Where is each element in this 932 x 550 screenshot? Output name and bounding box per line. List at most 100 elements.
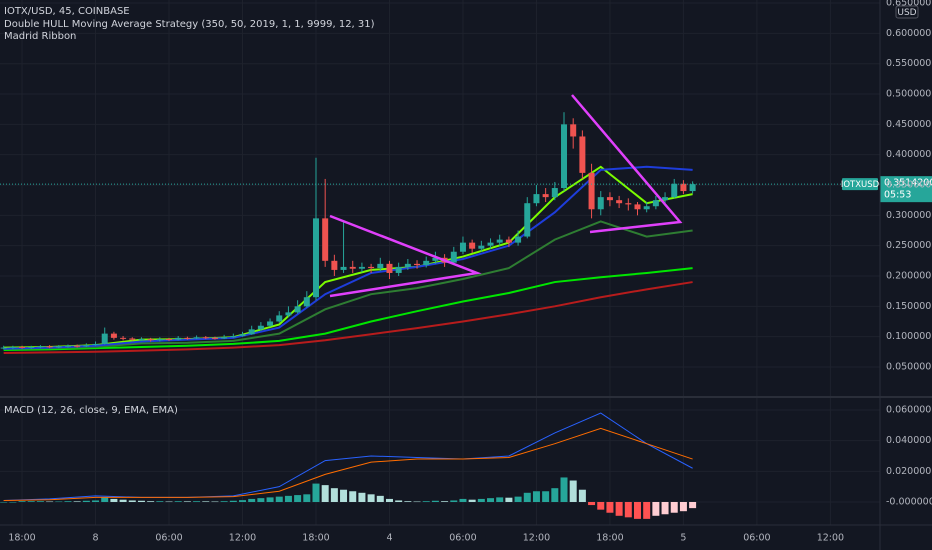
candle-body: [450, 251, 457, 263]
macd-line: [3, 427, 693, 501]
y-tick-label: 0.05000000: [886, 361, 932, 372]
candle-body: [239, 334, 246, 337]
chart-title: IOTX/USD, 45, COINBASE: [4, 6, 130, 17]
candle-body: [331, 260, 338, 270]
symbol-label: IOTXUSD: [841, 180, 880, 190]
candle-body: [202, 337, 209, 339]
moving-average-line: [3, 165, 693, 349]
x-tick-label: 12:00: [817, 533, 844, 544]
histogram-bar: [193, 501, 201, 502]
candle-body: [19, 346, 26, 348]
candle-body: [294, 306, 301, 313]
candle-body: [606, 197, 613, 201]
histogram-bar: [183, 501, 191, 502]
histogram-bar: [92, 500, 100, 502]
histogram-bar: [312, 483, 320, 502]
price-pane: IOTXUSD 0.3514200005:53: [0, 112, 932, 355]
histogram-bar: [18, 501, 26, 502]
candle-body: [386, 263, 393, 273]
candle-body: [28, 346, 35, 348]
currency-label: USD: [897, 8, 916, 18]
candle-body: [368, 266, 375, 269]
candle-body: [478, 245, 485, 249]
histogram-bar: [9, 501, 17, 503]
histogram-bar: [101, 497, 109, 502]
indicator-label: Madrid Ribbon: [4, 31, 76, 42]
histogram-bar: [569, 480, 577, 502]
histogram-bar: [679, 501, 687, 512]
candle-body: [257, 325, 264, 330]
candle-body: [689, 184, 696, 192]
histogram-bar: [220, 501, 228, 502]
candle-body: [597, 197, 604, 210]
macd-title: MACD (12, 26, close, 9, EMA, EMA): [4, 405, 178, 416]
candle-body: [303, 297, 310, 307]
histogram-bar: [0, 501, 8, 503]
x-tick-label: 06:00: [449, 533, 476, 544]
histogram-bar: [431, 500, 439, 502]
candle-body: [74, 345, 81, 347]
candle-body: [175, 337, 182, 340]
histogram-bar: [239, 500, 247, 502]
candle-body: [55, 346, 62, 348]
candle-body: [487, 242, 494, 246]
candle-body: [221, 337, 228, 339]
y-tick-label: -0.00000000: [886, 496, 932, 507]
histogram-bar: [670, 501, 678, 513]
candle-body: [184, 337, 191, 339]
histogram-bar: [404, 501, 412, 502]
candle-body: [515, 236, 522, 243]
candle-body: [570, 124, 577, 137]
moving-average-line: [3, 267, 693, 351]
histogram-bar: [385, 498, 393, 502]
x-tick-label: 4: [386, 533, 392, 544]
histogram-bar: [652, 501, 660, 516]
candle-body: [469, 242, 476, 249]
candle-body: [588, 172, 595, 210]
x-tick-label: 12:00: [229, 533, 256, 544]
histogram-bar: [110, 498, 118, 502]
histogram-bar: [578, 489, 586, 502]
candle-body: [579, 136, 586, 173]
candle-body: [340, 266, 347, 270]
symbol-badge: [842, 178, 878, 191]
y-tick-label: 0.35000000: [886, 180, 932, 191]
histogram-bar: [551, 488, 559, 502]
y-tick-label: 0.15000000: [886, 301, 932, 312]
y-tick-label: 0.50000000: [886, 89, 932, 100]
histogram-bar: [615, 501, 623, 516]
histogram-bar: [376, 495, 384, 502]
histogram-bar: [229, 500, 237, 502]
histogram-bar: [487, 498, 495, 502]
histogram-bar: [459, 498, 467, 502]
histogram-bar: [156, 501, 164, 502]
histogram-bar: [358, 492, 366, 502]
candle-body: [138, 339, 145, 341]
histogram-bar: [367, 494, 375, 502]
histogram-bar: [294, 495, 302, 502]
histogram-bar: [441, 501, 449, 502]
candle-body: [285, 312, 292, 316]
histogram-bar: [147, 501, 155, 502]
candle-body: [211, 337, 218, 339]
y-tick-label: 0.30000000: [886, 210, 932, 221]
y-tick-label: 0.25000000: [886, 240, 932, 251]
indicator-label: Double HULL Moving Average Strategy (350…: [4, 19, 375, 30]
histogram-bar: [606, 501, 614, 513]
histogram-bar: [165, 501, 173, 503]
candle-body: [423, 260, 430, 266]
triangle-drawing: [571, 94, 683, 234]
candle-body: [349, 266, 356, 269]
histogram-bar: [523, 492, 531, 502]
histogram-bar: [597, 501, 605, 510]
candle-body: [129, 338, 136, 340]
histogram-bar: [73, 501, 81, 502]
candle-body: [459, 242, 466, 252]
y-tick-label: 0.45000000: [886, 119, 932, 130]
candle-body: [248, 329, 255, 335]
candle-body: [643, 206, 650, 210]
candle-body: [101, 333, 108, 344]
last-price-label: 0.35142000: [884, 178, 932, 189]
candle-body: [414, 263, 421, 266]
